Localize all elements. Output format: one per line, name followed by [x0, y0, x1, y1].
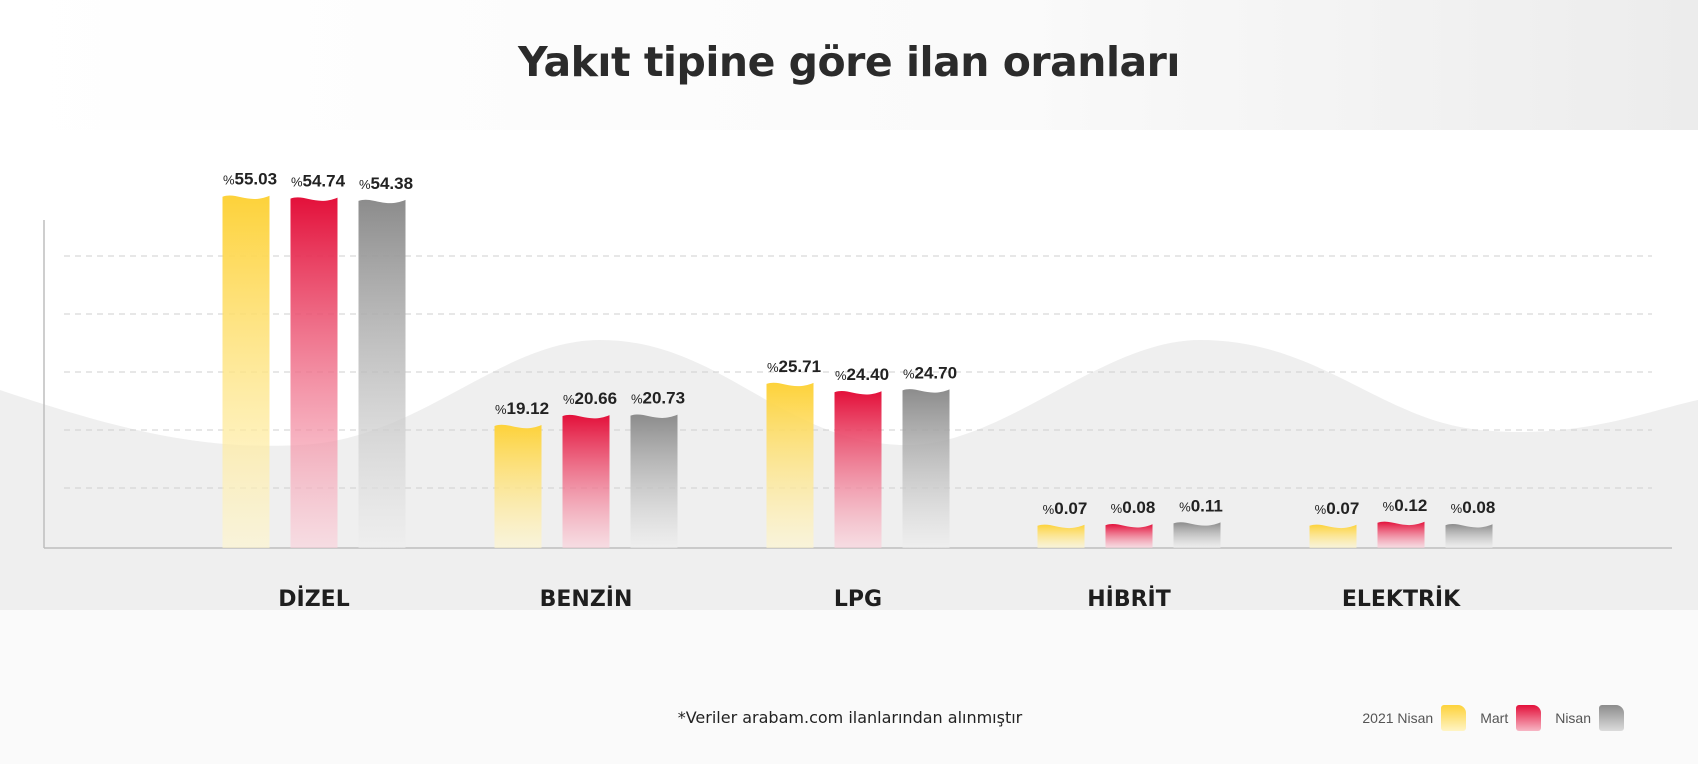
data-label: %0.08	[1451, 498, 1496, 517]
footer-background	[0, 610, 1698, 764]
data-label: %54.74	[291, 172, 346, 191]
data-label: %19.12	[495, 399, 549, 418]
bar-benzi̇n-series-2	[562, 414, 610, 548]
data-label: %0.08	[1111, 498, 1156, 517]
source-footnote: *Veriler arabam.com ilanlarından alınmış…	[677, 708, 1023, 727]
data-label: %25.71	[767, 357, 821, 376]
bar-lpg-series-2	[834, 391, 882, 548]
category-label: DİZEL	[278, 586, 349, 612]
bar-elektri̇k-series-2	[1377, 521, 1425, 548]
bar-lpg-series-1	[766, 382, 814, 548]
category-label: LPG	[834, 587, 882, 612]
bar-di̇zel-series-3	[358, 199, 406, 548]
data-label: %0.07	[1043, 499, 1088, 518]
data-label: %24.40	[835, 365, 889, 384]
chart-title: Yakıt tipine göre ilan oranları	[518, 38, 1180, 86]
category-label: BENZİN	[540, 586, 633, 612]
data-label: %55.03	[223, 170, 277, 189]
legend-item-series-3: Nisan	[1555, 705, 1624, 731]
legend-item-series-1: 2021 Nisan	[1362, 705, 1467, 731]
legend-swatch-yellow	[1441, 705, 1467, 731]
bar-benzi̇n-series-1	[494, 424, 542, 548]
bar-di̇zel-series-1	[222, 195, 270, 548]
bar-di̇zel-series-2	[290, 197, 338, 549]
legend: 2021 Nisan Mart Nisan	[1348, 705, 1624, 731]
data-label: %20.66	[563, 389, 617, 408]
data-label: %0.12	[1383, 496, 1428, 515]
bar-elektri̇k-series-3	[1445, 524, 1493, 548]
legend-swatch-gray	[1599, 705, 1624, 731]
data-label: %54.38	[359, 174, 413, 193]
category-label: ELEKTRİK	[1342, 586, 1461, 612]
category-label: HİBRİT	[1087, 586, 1171, 612]
data-label: %24.70	[903, 363, 957, 382]
legend-item-series-2: Mart	[1480, 705, 1542, 731]
data-label: %0.11	[1179, 496, 1223, 515]
bar-lpg-series-3	[902, 389, 950, 548]
legend-label-series-3: Nisan	[1555, 710, 1591, 726]
bar-benzi̇n-series-3	[630, 414, 678, 548]
data-label: %0.07	[1315, 499, 1360, 518]
header-background	[0, 0, 1698, 130]
data-label: %20.73	[631, 389, 685, 408]
legend-label-series-2: Mart	[1480, 710, 1509, 726]
bar-hi̇bri̇t-series-1	[1037, 524, 1085, 548]
bar-hi̇bri̇t-series-2	[1105, 524, 1153, 548]
bar-elektri̇k-series-1	[1309, 524, 1357, 548]
legend-label-series-1: 2021 Nisan	[1362, 710, 1434, 726]
legend-swatch-red	[1516, 705, 1542, 731]
bar-hi̇bri̇t-series-3	[1173, 522, 1221, 548]
